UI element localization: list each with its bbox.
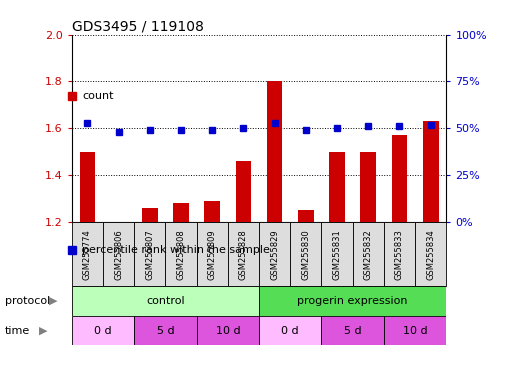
Text: GSM255829: GSM255829 — [270, 229, 279, 280]
Bar — [205, 201, 220, 222]
Text: 0 d: 0 d — [282, 326, 299, 336]
Text: 0 d: 0 d — [94, 326, 112, 336]
FancyBboxPatch shape — [72, 286, 259, 316]
Text: progerin expression: progerin expression — [298, 296, 408, 306]
Text: GSM255833: GSM255833 — [395, 229, 404, 280]
FancyBboxPatch shape — [384, 222, 415, 286]
Bar — [80, 152, 95, 222]
Text: GSM255828: GSM255828 — [239, 229, 248, 280]
FancyBboxPatch shape — [415, 222, 446, 286]
Text: ▶: ▶ — [38, 326, 47, 336]
Text: GSM255834: GSM255834 — [426, 229, 435, 280]
Text: 10 d: 10 d — [403, 326, 427, 336]
Text: count: count — [82, 91, 113, 101]
Text: GSM255831: GSM255831 — [332, 229, 342, 280]
FancyBboxPatch shape — [259, 222, 290, 286]
Text: control: control — [146, 296, 185, 306]
FancyBboxPatch shape — [72, 222, 103, 286]
FancyBboxPatch shape — [259, 286, 446, 316]
Bar — [423, 121, 439, 222]
Bar — [329, 152, 345, 222]
Text: GSM255808: GSM255808 — [176, 229, 186, 280]
Bar — [267, 81, 283, 222]
Text: 10 d: 10 d — [215, 326, 240, 336]
Text: 5 d: 5 d — [156, 326, 174, 336]
FancyBboxPatch shape — [259, 316, 322, 345]
Bar — [298, 210, 313, 222]
FancyBboxPatch shape — [384, 316, 446, 345]
Bar — [361, 152, 376, 222]
Text: protocol: protocol — [5, 296, 50, 306]
FancyBboxPatch shape — [322, 316, 384, 345]
FancyBboxPatch shape — [228, 222, 259, 286]
FancyBboxPatch shape — [165, 222, 196, 286]
Text: GSM255830: GSM255830 — [301, 229, 310, 280]
Bar — [392, 136, 407, 222]
Bar — [235, 161, 251, 222]
Text: percentile rank within the sample: percentile rank within the sample — [82, 245, 270, 255]
Text: GSM255832: GSM255832 — [364, 229, 373, 280]
FancyBboxPatch shape — [134, 222, 165, 286]
Text: GDS3495 / 119108: GDS3495 / 119108 — [72, 20, 204, 33]
FancyBboxPatch shape — [72, 316, 134, 345]
Text: GSM255806: GSM255806 — [114, 229, 123, 280]
Text: time: time — [5, 326, 30, 336]
Text: GSM255807: GSM255807 — [145, 229, 154, 280]
FancyBboxPatch shape — [322, 222, 353, 286]
FancyBboxPatch shape — [103, 222, 134, 286]
FancyBboxPatch shape — [134, 316, 196, 345]
Text: GSM255809: GSM255809 — [208, 229, 217, 280]
Text: 5 d: 5 d — [344, 326, 362, 336]
FancyBboxPatch shape — [196, 316, 259, 345]
Bar — [142, 208, 157, 222]
Text: GSM255774: GSM255774 — [83, 229, 92, 280]
Text: ▶: ▶ — [49, 296, 57, 306]
FancyBboxPatch shape — [353, 222, 384, 286]
Bar — [173, 204, 189, 222]
FancyBboxPatch shape — [196, 222, 228, 286]
FancyBboxPatch shape — [290, 222, 322, 286]
